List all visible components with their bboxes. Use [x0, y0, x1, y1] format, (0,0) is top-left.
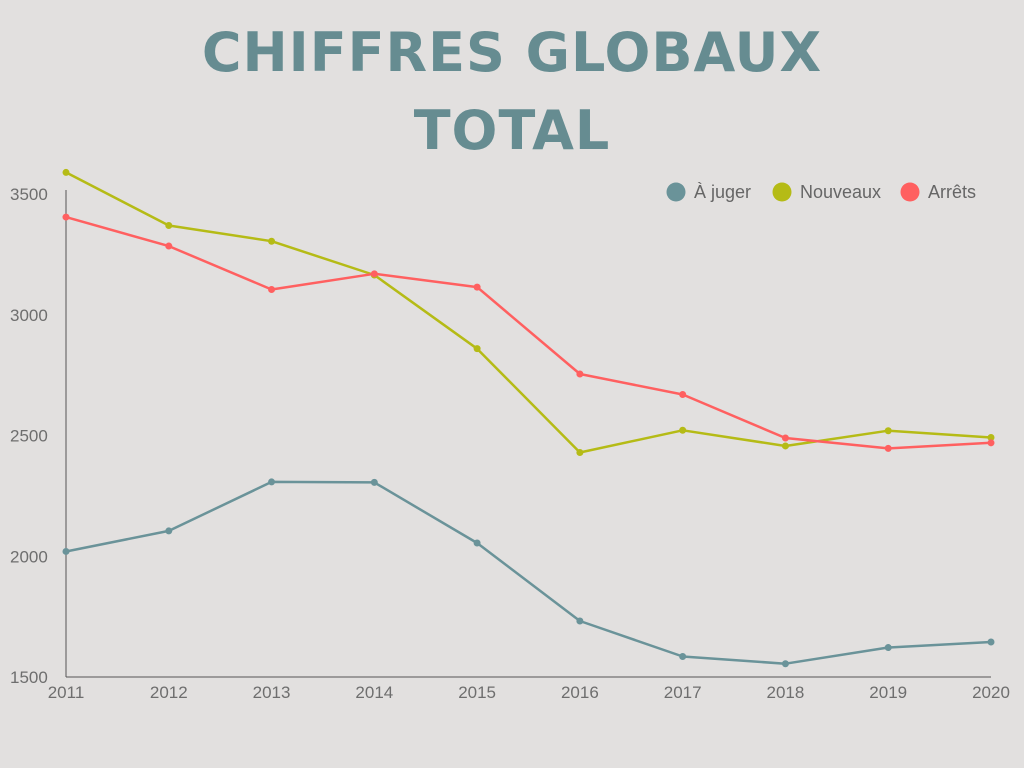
data-point	[268, 237, 276, 245]
x-tick-label: 2011	[48, 683, 85, 702]
x-tick-label: 2017	[664, 683, 702, 702]
data-point	[370, 478, 378, 486]
data-point	[576, 448, 584, 456]
x-tick-label: 2013	[253, 683, 291, 702]
y-tick-label: 2500	[10, 427, 48, 446]
data-point	[165, 222, 173, 230]
legend-label: À juger	[694, 182, 751, 202]
legend-item: Nouveaux	[772, 182, 881, 202]
data-point	[268, 286, 276, 294]
series-line	[65, 171, 992, 454]
x-tick-label: 2019	[869, 683, 907, 702]
data-point	[62, 168, 70, 176]
data-point	[781, 434, 789, 442]
y-tick-label: 1500	[10, 668, 48, 687]
legend-marker	[772, 182, 792, 202]
data-point	[987, 439, 995, 447]
x-tick-label: 2018	[767, 683, 805, 702]
data-point	[62, 213, 70, 221]
legend-marker	[900, 182, 920, 202]
series-0	[62, 478, 995, 668]
data-point	[165, 242, 173, 250]
data-point	[576, 617, 584, 625]
legend-item: Arrêts	[900, 182, 976, 202]
data-point	[679, 652, 687, 660]
chart-legend: À juger Nouveaux Arrêts	[666, 182, 976, 202]
data-point	[781, 442, 789, 450]
y-tick-label: 2000	[10, 547, 48, 566]
series-line	[65, 215, 992, 450]
data-point	[679, 426, 687, 434]
data-point	[473, 345, 481, 353]
legend-label: Arrêts	[928, 182, 976, 202]
data-point	[473, 539, 481, 547]
series-1	[62, 168, 995, 456]
legend-item: À juger	[666, 182, 751, 202]
x-tick-label: 2020	[972, 683, 1010, 702]
series-line	[65, 480, 992, 665]
chart-title-line-2: TOTAL	[413, 99, 611, 162]
y-tick-label: 3500	[10, 185, 48, 204]
legend-marker	[666, 182, 686, 202]
x-tick-label: 2012	[150, 683, 188, 702]
x-tick-label: 2016	[561, 683, 599, 702]
y-tick-label: 3000	[10, 306, 48, 325]
legend-label: Nouveaux	[800, 182, 881, 202]
data-point	[679, 391, 687, 399]
chart-series	[62, 168, 995, 668]
data-point	[884, 427, 892, 435]
data-point	[987, 638, 995, 646]
series-2	[62, 213, 995, 452]
x-tick-label: 2014	[355, 683, 393, 702]
data-point	[987, 434, 995, 442]
chart-title: CHIFFRES GLOBAUX TOTAL	[0, 14, 1024, 170]
data-point	[370, 270, 378, 278]
data-point	[268, 478, 276, 486]
data-point	[473, 283, 481, 291]
data-point	[165, 527, 173, 535]
x-tick-label: 2015	[458, 683, 496, 702]
data-point	[576, 370, 584, 378]
data-point	[62, 547, 70, 555]
data-point	[884, 444, 892, 452]
chart-title-line-1: CHIFFRES GLOBAUX	[201, 21, 823, 84]
data-point	[884, 644, 892, 652]
chart-axes: 1500 2000 2500 3000 3500 2011 2012 2013 2014 2015…	[10, 185, 1010, 702]
data-point	[781, 660, 789, 668]
